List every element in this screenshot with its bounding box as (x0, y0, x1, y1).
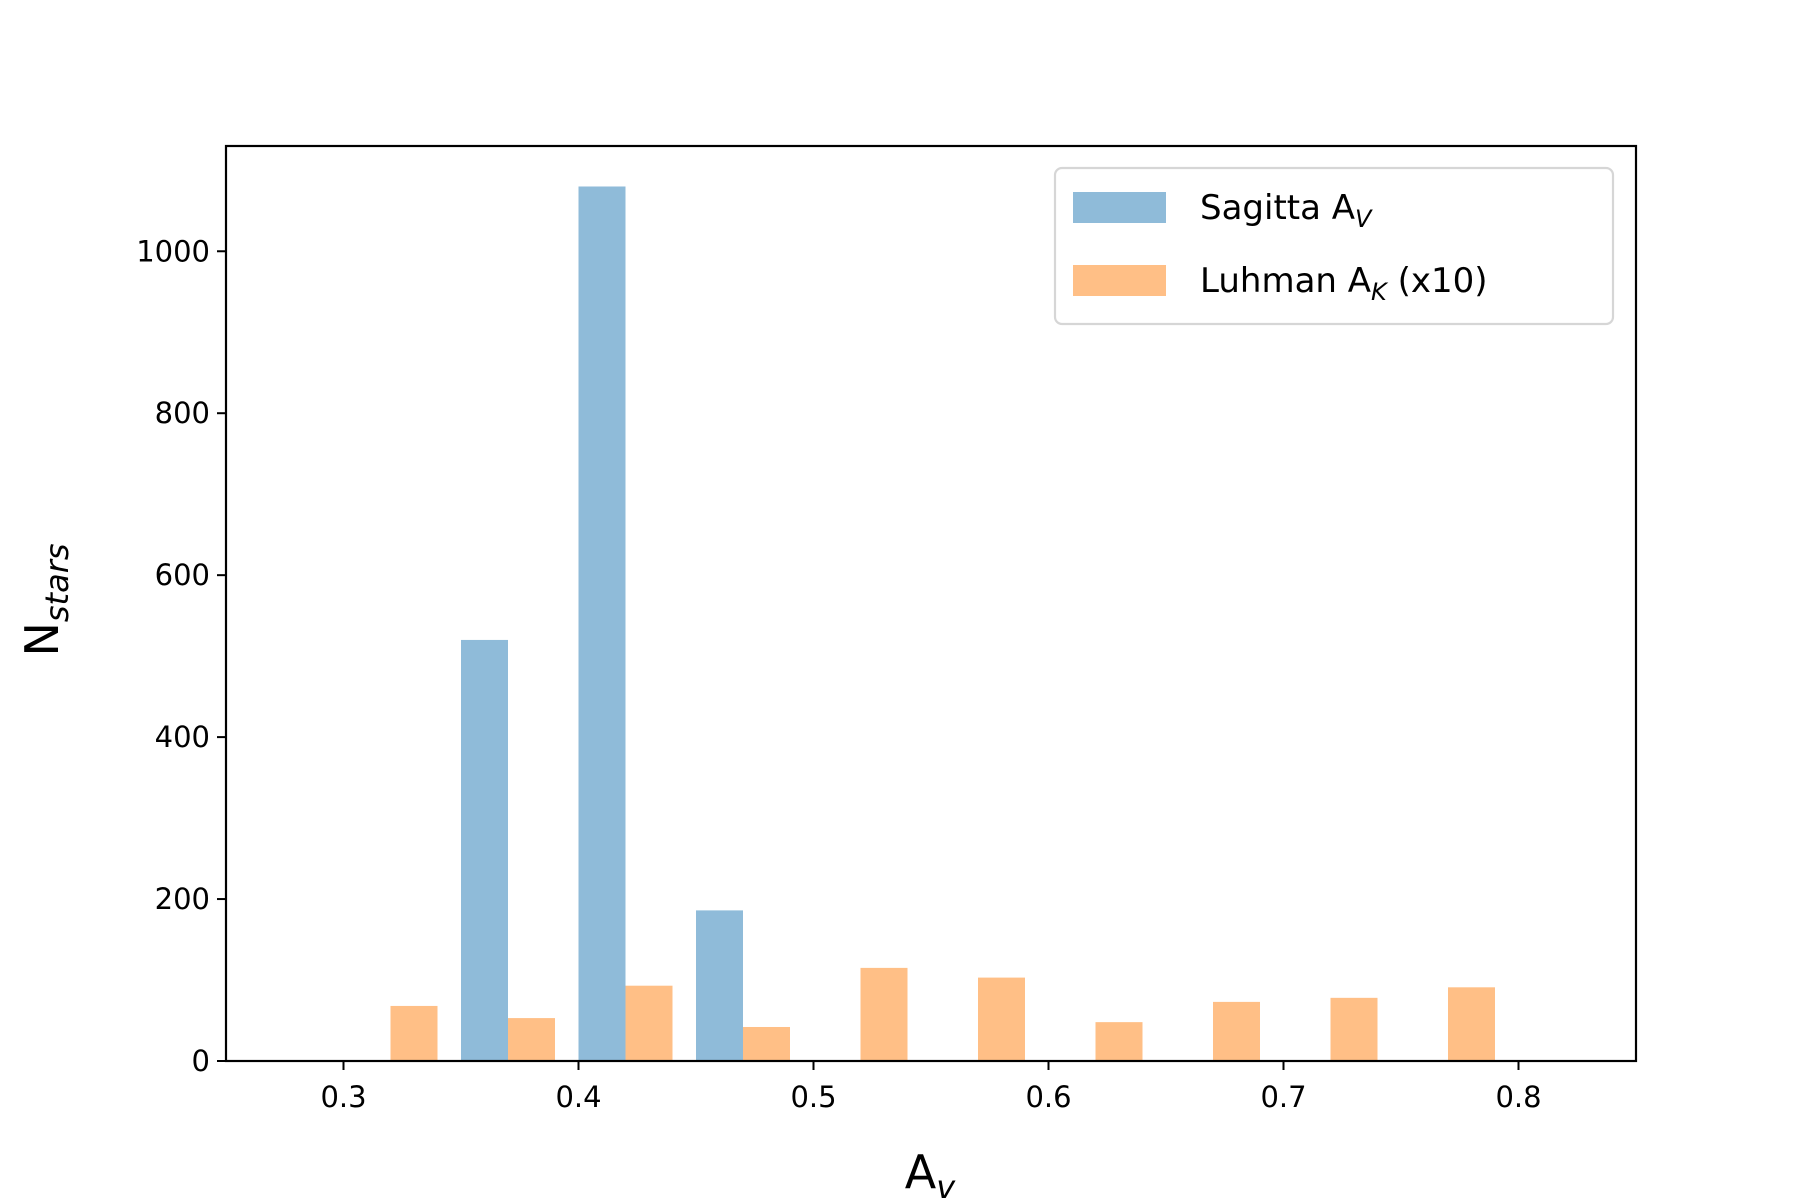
legend-swatch-1 (1073, 265, 1166, 296)
legend-label-0: Sagitta AV (1200, 188, 1373, 233)
bar-series1-8 (1330, 997, 1378, 1061)
x-tick-label: 0.8 (1495, 1080, 1541, 1114)
bar-series1-2 (625, 985, 673, 1061)
y-tick-label: 200 (155, 882, 210, 916)
y-axis-label: Nstars (15, 543, 76, 656)
y-tick-label: 1000 (136, 234, 210, 268)
y-tick-label: 800 (155, 396, 210, 430)
legend-frame (1053, 166, 1615, 326)
bar-series1-7 (1213, 1001, 1260, 1061)
bar-series1-4 (860, 967, 908, 1061)
bar-series1-5 (978, 977, 1025, 1061)
bar-series1-1 (508, 1018, 555, 1061)
y-tick-label: 600 (155, 558, 210, 592)
bar-series1-3 (743, 1026, 790, 1061)
bar-series1-0 (390, 1005, 438, 1061)
bar-series0-0 (461, 639, 508, 1061)
bar-series0-1 (578, 186, 626, 1062)
y-tick-label: 400 (155, 720, 210, 754)
bar-series1-9 (1448, 987, 1495, 1061)
bar-series0-2 (696, 910, 743, 1061)
y-axis: 0 200 400 600 800 1000 (136, 234, 226, 1078)
x-axis-label: Av (905, 1145, 956, 1200)
x-tick-label: 0.5 (790, 1080, 836, 1114)
legend-swatch-0 (1073, 192, 1166, 223)
bar-series1-6 (1095, 1022, 1143, 1061)
legend: Sagitta AV Luhman AK (x10) (1053, 166, 1615, 326)
plot-frame (224, 144, 1638, 1063)
legend-label-1: Luhman AK (x10) (1200, 261, 1488, 306)
x-tick-label: 0.7 (1260, 1080, 1306, 1114)
x-axis: 0.3 0.4 0.5 0.6 0.7 0.8 (320, 1061, 1542, 1114)
y-tick-label: 0 (192, 1044, 210, 1078)
bars-group (390, 186, 1495, 1062)
x-tick-label: 0.6 (1025, 1080, 1071, 1114)
x-tick-label: 0.3 (320, 1080, 366, 1114)
x-tick-label: 0.4 (555, 1080, 601, 1114)
